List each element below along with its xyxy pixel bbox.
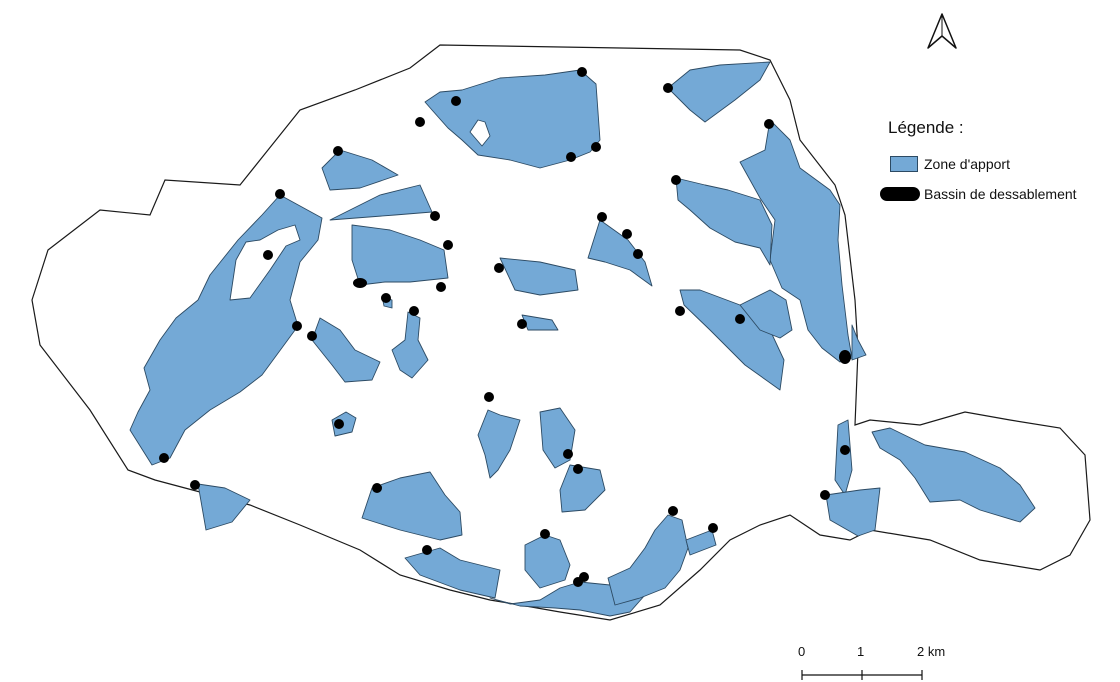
zone-center-north [499,257,579,296]
north-arrow-icon [927,13,957,49]
basin-point [494,263,504,273]
basin-point [190,480,200,490]
basin-point [353,278,367,288]
basin-point [668,506,678,516]
basin-point [430,211,440,221]
zone-nw-triangle-1 [321,149,399,191]
scale-bar-line [801,670,923,680]
scale-label-0: 0 [798,644,806,659]
zone-north-east [667,61,771,123]
zone-south-west-1 [361,471,463,541]
zone-layer [129,61,1036,617]
basin-point [409,306,419,316]
zone-south-west-corner [197,483,251,531]
scale-label-2: 2 km [917,644,946,659]
basin-point [597,212,607,222]
basin-point [675,306,685,316]
basin-point [334,419,344,429]
basin-point [579,572,589,582]
zone-north-central [424,69,601,169]
basin-point [735,314,745,324]
basin-point [372,483,382,493]
zone-center-south-1 [477,409,521,479]
basin-point [566,152,576,162]
basin-point [591,142,601,152]
basin-point [764,119,774,129]
zone-nw-triangle-2 [329,184,433,221]
zone-east-strip [834,419,853,496]
legend-item-basin: Bassin de dessablement [880,182,1116,206]
basin-point [708,523,718,533]
legend-zone-label: Zone d'apport [924,156,1010,172]
zone-east-lower [825,487,881,537]
basin-point [577,67,587,77]
zone-vincennes [871,427,1036,523]
basin-point [540,529,550,539]
zone-east-middle [675,177,773,266]
zone-east-edge [851,324,867,361]
zone-east-small [739,289,793,339]
zone-south-east-2 [685,529,717,556]
zone-south-mid-1 [524,534,571,589]
basin-point [633,249,643,259]
zone-center-south-2 [539,407,576,469]
basin-point [333,146,343,156]
zone-triangle-center [587,219,653,287]
legend-item-zone: Zone d'apport [880,152,1116,176]
zone-west-bois [129,194,323,466]
basin-point [663,83,673,93]
basin-point [820,490,830,500]
basin-point [443,240,453,250]
zone-center-small [521,314,559,331]
basin-point [422,545,432,555]
scale-bar: 0 1 2 km [790,640,970,682]
basin-point [415,117,425,127]
legend-title: Légende : [888,118,964,137]
basin-point [159,453,169,463]
basin-layer [159,67,851,587]
basin-swatch [880,187,920,201]
zone-west-center-1 [311,317,381,383]
map-legend: Légende : Zone d'apport Bassin de dessab… [880,118,1116,212]
basin-point [381,293,391,303]
basin-point [839,350,851,364]
zone-east-diagonal [679,289,785,391]
zone-west-center-2 [391,311,429,379]
basin-point [263,250,273,260]
basin-point [436,282,446,292]
basin-point [292,321,302,331]
legend-basin-label: Bassin de dessablement [924,186,1077,202]
zone-nw-rect [351,224,449,286]
zone-east-large [739,119,853,363]
zone-center-south-3 [559,464,606,513]
basin-point [517,319,527,329]
basin-point [671,175,681,185]
zone-south-strip [404,547,501,599]
basin-point [840,445,850,455]
basin-point [451,96,461,106]
basin-point [563,449,573,459]
basin-point [275,189,285,199]
basin-point [307,331,317,341]
scale-label-1: 1 [857,644,865,659]
basin-point [484,392,494,402]
zone-south-east-1 [607,514,689,606]
city-boundary [31,44,1091,621]
basin-point [622,229,632,239]
zone-swatch [890,156,918,172]
basin-point [573,464,583,474]
